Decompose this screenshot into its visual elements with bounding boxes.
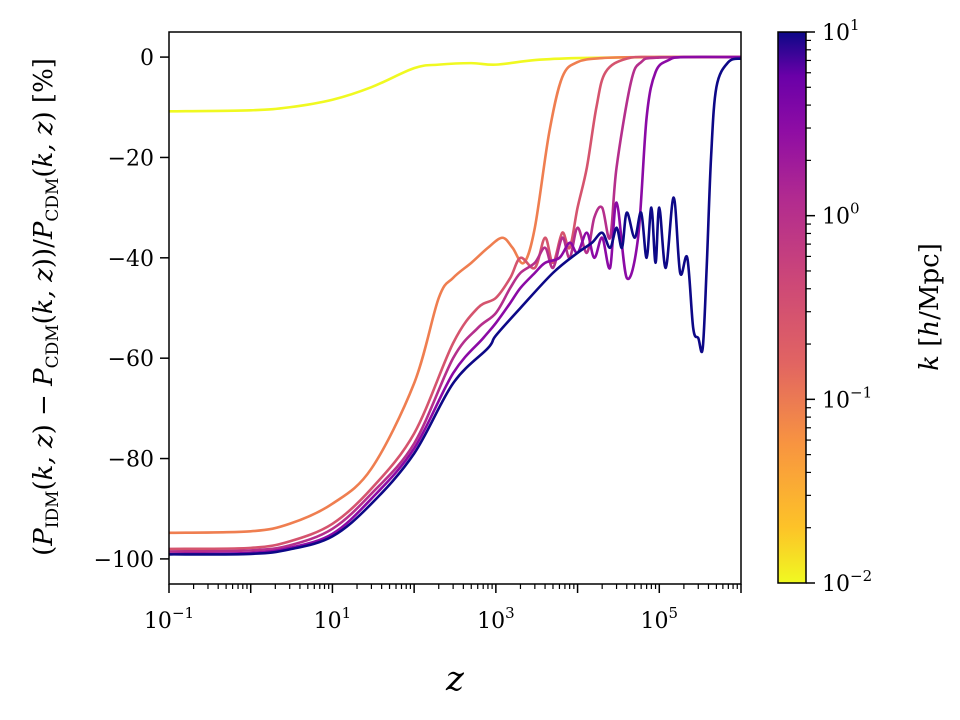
plot-frame <box>168 31 742 585</box>
x-tick-label: 103 <box>477 604 515 634</box>
x-tick-label: 105 <box>641 604 679 634</box>
y-axis: 0 −20 −40 −60 −80 −100 <box>94 46 169 573</box>
colorbar-tick-label: 100 <box>822 200 860 230</box>
y-axis-label: (PIDM(k, z) − PCDM(k, z))/PCDM(k, z) [%] <box>29 58 63 556</box>
y-tick-label: 0 <box>140 46 154 71</box>
series-line-k-3 <box>169 55 741 556</box>
colorbar-tick-label: 101 <box>822 16 860 46</box>
y-tick-label: −40 <box>108 247 154 272</box>
colorbar-tick-label: 10−2 <box>822 567 872 597</box>
x-tick-label: 101 <box>314 604 352 634</box>
svg-text:(PIDM(k, z) − PCDM(k, z))/PCDM: (PIDM(k, z) − PCDM(k, z))/PCDM(k, z) [%] <box>29 58 63 556</box>
series-line-k-10 <box>169 57 741 556</box>
colorbar-tick-label: 10−1 <box>822 383 872 413</box>
colorbar-label: k [h/Mpc] <box>915 243 945 371</box>
series-line-k-0.1 <box>169 55 741 535</box>
colorbar-ticks: 101 100 10−1 10−2 <box>806 16 872 597</box>
x-tick-label: 10−1 <box>144 604 194 634</box>
series-line-k-0.01 <box>169 55 741 113</box>
colorbar: 101 100 10−1 10−2 <box>777 16 872 597</box>
y-tick-label: −100 <box>94 548 154 573</box>
series-line-k-1 <box>169 55 741 553</box>
y-tick-label: −80 <box>108 448 154 473</box>
plot-area: 10−1 101 103 105 0 −20 −40 −60 −80 −100 <box>94 31 742 634</box>
x-axis: 10−1 101 103 105 <box>144 584 742 634</box>
colorbar-gradient <box>777 31 807 584</box>
y-tick-label: −60 <box>108 347 154 372</box>
series-line-k-0.3 <box>169 55 741 551</box>
x-axis-label: z <box>445 659 465 699</box>
svg-text:k [h/Mpc]: k [h/Mpc] <box>915 243 945 371</box>
y-tick-label: −20 <box>108 146 154 171</box>
series-group <box>169 55 741 556</box>
